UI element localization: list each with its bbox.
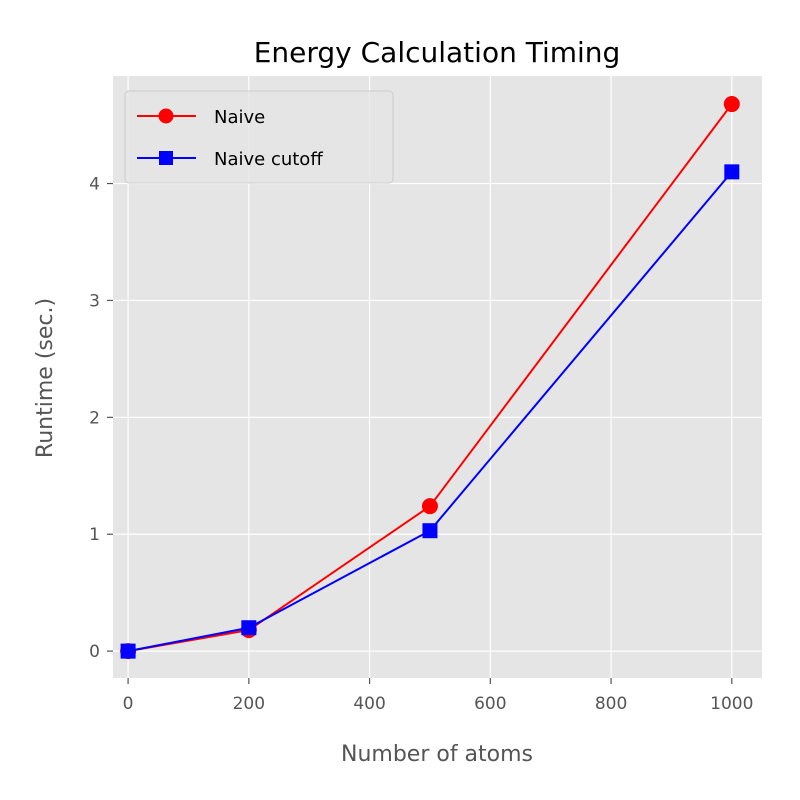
x-tick-label: 400 bbox=[353, 694, 385, 714]
x-tick-label: 200 bbox=[233, 694, 265, 714]
legend: Naive Naive cutoff bbox=[124, 90, 394, 184]
legend-label-naive-cutoff: Naive cutoff bbox=[214, 149, 323, 170]
y-ticks: 0 1 2 3 4 bbox=[89, 175, 113, 662]
data-point-naive-cutoff bbox=[422, 523, 438, 539]
legend-box bbox=[124, 90, 394, 184]
data-point-naive-cutoff bbox=[120, 643, 136, 659]
legend-label-naive: Naive bbox=[214, 107, 265, 128]
y-axis-label: Runtime (sec.) bbox=[33, 298, 58, 458]
y-tick-label: 4 bbox=[89, 175, 100, 195]
series-line-naive bbox=[127, 103, 733, 653]
legend-marker-naive-cutoff bbox=[159, 151, 173, 165]
x-tick-label: 600 bbox=[474, 694, 506, 714]
x-tick-label: 0 bbox=[123, 694, 134, 714]
y-tick-label: 0 bbox=[89, 642, 100, 662]
x-axis-label: Number of atoms bbox=[341, 742, 533, 767]
y-tick-label: 2 bbox=[89, 408, 100, 428]
series-layer bbox=[120, 96, 740, 660]
y-tick-label: 1 bbox=[89, 525, 100, 545]
y-tick-label: 3 bbox=[89, 291, 100, 311]
data-point-naive-cutoff bbox=[241, 620, 257, 636]
legend-marker-naive bbox=[158, 108, 174, 124]
x-tick-label: 800 bbox=[595, 694, 627, 714]
series-line-naive-cutoff bbox=[127, 171, 733, 653]
series-naive-cutoff bbox=[120, 164, 740, 659]
x-tick-label: 1000 bbox=[710, 694, 753, 714]
data-point-naive bbox=[723, 96, 740, 113]
chart-title: Energy Calculation Timing bbox=[254, 36, 621, 69]
x-ticks: 0 200 400 600 800 1000 bbox=[123, 678, 753, 714]
data-point-naive bbox=[421, 498, 438, 515]
data-point-naive-cutoff bbox=[724, 164, 740, 180]
